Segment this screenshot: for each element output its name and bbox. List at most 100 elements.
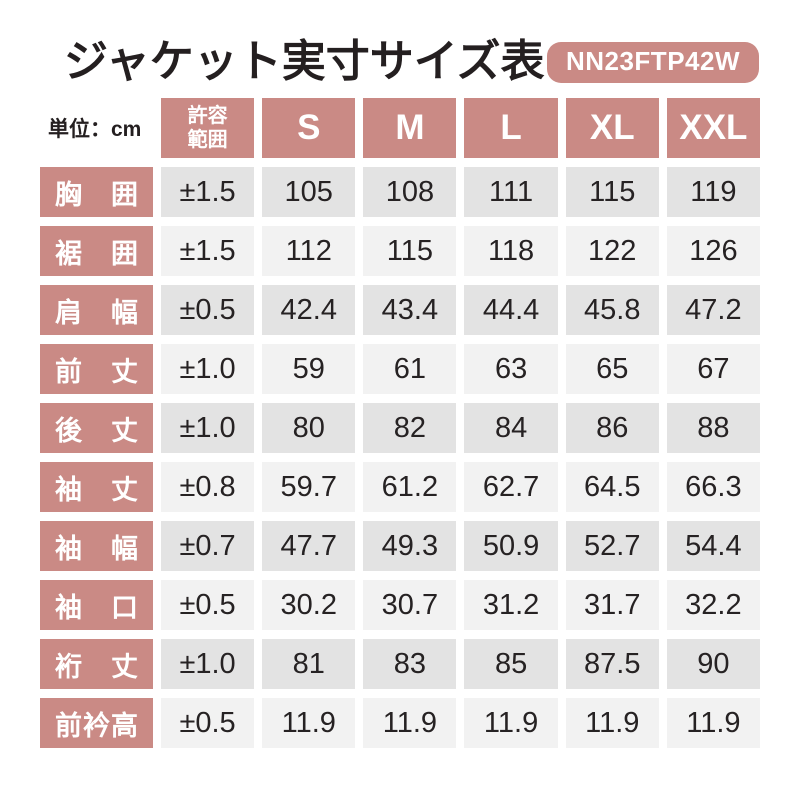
- row-label-char: 囲: [111, 238, 138, 269]
- size-value-s: 59.7: [262, 462, 356, 512]
- row-label-char: 高: [111, 710, 138, 741]
- size-value-l: 31.2: [464, 580, 558, 630]
- size-value-s: 80: [262, 403, 356, 453]
- row-label: 前丈: [40, 344, 153, 394]
- size-value-xl: 87.5: [565, 639, 659, 689]
- row-label: 裾囲: [40, 226, 153, 276]
- size-header-l: L: [464, 98, 558, 158]
- unit-label: 単位：cm: [40, 98, 153, 158]
- size-value-xxl: 126: [666, 226, 760, 276]
- row-label-char: 幅: [111, 297, 138, 328]
- size-value-l: 111: [464, 167, 558, 217]
- size-header-xl: XL: [565, 98, 659, 158]
- size-header-s: S: [262, 98, 356, 158]
- size-value-m: 108: [363, 167, 457, 217]
- size-value-l: 63: [464, 344, 558, 394]
- size-value-xxl: 66.3: [666, 462, 760, 512]
- size-value-m: 49.3: [363, 521, 457, 571]
- size-value-l: 44.4: [464, 285, 558, 335]
- tolerance-value: ±1.0: [161, 639, 255, 689]
- size-value-s: 47.7: [262, 521, 356, 571]
- size-header-xl-text: XL: [589, 108, 635, 147]
- row-label-char: 裄: [55, 651, 82, 682]
- row-label-char: 丈: [111, 474, 138, 505]
- size-value-l: 118: [464, 226, 558, 276]
- tolerance-value: ±0.5: [161, 580, 255, 630]
- size-value-s: 11.9: [262, 698, 356, 748]
- size-header-m-text: M: [395, 108, 425, 147]
- page-title: ジャケット実寸サイズ表: [64, 36, 545, 86]
- size-value-l: 62.7: [464, 462, 558, 512]
- row-label: 袖丈: [40, 462, 153, 512]
- row-label: 裄丈: [40, 639, 153, 689]
- row-label: 袖幅: [40, 521, 153, 571]
- row-label-char: 胸: [55, 179, 82, 210]
- size-value-s: 30.2: [262, 580, 356, 630]
- size-value-l: 85: [464, 639, 558, 689]
- row-label: 袖口: [40, 580, 153, 630]
- row-label-char: 袖: [55, 533, 82, 564]
- size-value-s: 59: [262, 344, 356, 394]
- tolerance-value: ±1.0: [161, 344, 255, 394]
- row-label-char: 丈: [111, 651, 138, 682]
- size-value-xxl: 47.2: [666, 285, 760, 335]
- size-value-xl: 31.7: [565, 580, 659, 630]
- tolerance-value: ±0.8: [161, 462, 255, 512]
- unit-label-text: 単位：cm: [48, 118, 142, 141]
- size-value-l: 11.9: [464, 698, 558, 748]
- size-value-xxl: 119: [666, 167, 760, 217]
- row-label-char: 幅: [111, 533, 138, 564]
- size-value-xl: 11.9: [565, 698, 659, 748]
- row-label-char: 袖: [55, 592, 82, 623]
- row-label-char: 袖: [55, 474, 82, 505]
- product-code-badge: NN23FTP42W: [546, 41, 759, 83]
- size-value-xl: 86: [565, 403, 659, 453]
- tolerance-header-text: 許容範囲: [187, 105, 228, 151]
- row-label-char: 丈: [111, 415, 138, 446]
- size-value-xl: 45.8: [565, 285, 659, 335]
- size-value-l: 50.9: [464, 521, 558, 571]
- size-header-m: M: [363, 98, 457, 158]
- row-label-char: 裾: [55, 238, 82, 269]
- size-value-s: 42.4: [262, 285, 356, 335]
- row-label-char: 衿: [83, 710, 110, 741]
- title-bar: ジャケット実寸サイズ表 NN23FTP42W: [64, 32, 759, 92]
- tolerance-value: ±1.0: [161, 403, 255, 453]
- size-table: 単位：cm 許容範囲 S M L XL XXL 胸囲 ±1.5 105 108 111 1…: [40, 98, 760, 748]
- size-value-xxl: 90: [666, 639, 760, 689]
- size-value-m: 115: [363, 226, 457, 276]
- row-label-char: 前: [55, 356, 82, 387]
- tolerance-value: ±1.5: [161, 167, 255, 217]
- tolerance-value: ±0.5: [161, 698, 255, 748]
- size-header-xxl: XXL: [666, 98, 760, 158]
- size-value-xl: 115: [565, 167, 659, 217]
- size-value-m: 43.4: [363, 285, 457, 335]
- size-value-xl: 64.5: [565, 462, 659, 512]
- row-label-char: 後: [55, 415, 82, 446]
- size-value-xxl: 54.4: [666, 521, 760, 571]
- size-value-s: 112: [262, 226, 356, 276]
- row-label-char: 前: [55, 710, 82, 741]
- tolerance-header: 許容範囲: [161, 98, 255, 158]
- row-label-char: 肩: [55, 297, 82, 328]
- tolerance-value: ±0.7: [161, 521, 255, 571]
- row-label: 肩幅: [40, 285, 153, 335]
- size-value-m: 61.2: [363, 462, 457, 512]
- size-value-m: 30.7: [363, 580, 457, 630]
- size-value-l: 84: [464, 403, 558, 453]
- size-header-s-text: S: [297, 108, 321, 147]
- row-label: 前衿高: [40, 698, 153, 748]
- row-label: 後丈: [40, 403, 153, 453]
- row-label: 胸囲: [40, 167, 153, 217]
- size-value-s: 81: [262, 639, 356, 689]
- size-value-s: 105: [262, 167, 356, 217]
- size-value-xl: 122: [565, 226, 659, 276]
- row-label-char: 囲: [111, 179, 138, 210]
- tolerance-value: ±1.5: [161, 226, 255, 276]
- size-value-xxl: 11.9: [666, 698, 760, 748]
- size-value-xxl: 88: [666, 403, 760, 453]
- row-label-char: 丈: [111, 356, 138, 387]
- tolerance-value: ±0.5: [161, 285, 255, 335]
- size-value-xl: 65: [565, 344, 659, 394]
